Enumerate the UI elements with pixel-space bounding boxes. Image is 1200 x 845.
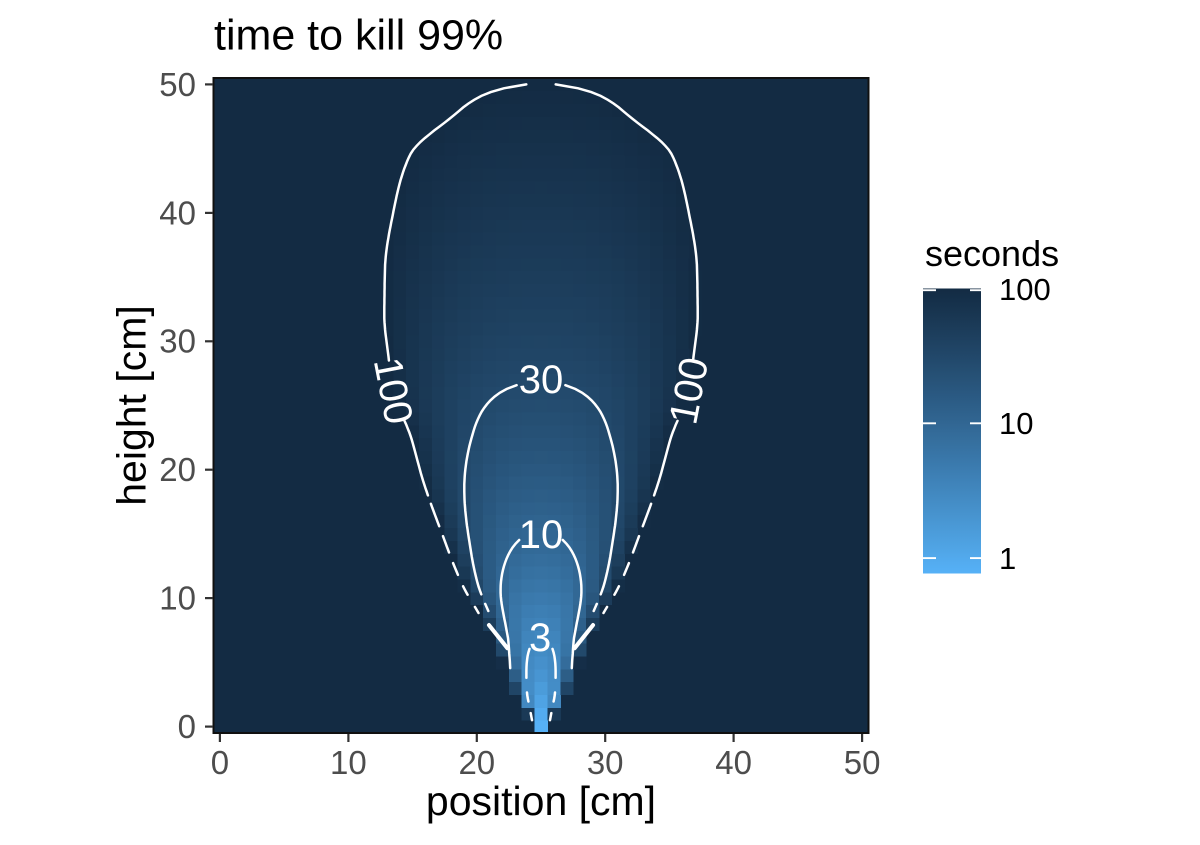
svg-text:30: 30	[587, 744, 624, 781]
svg-text:50: 50	[159, 66, 196, 103]
svg-text:40: 40	[159, 194, 196, 231]
svg-text:10: 10	[999, 406, 1033, 441]
svg-text:10: 10	[519, 513, 564, 557]
svg-text:0: 0	[211, 744, 229, 781]
svg-text:10: 10	[159, 580, 196, 617]
svg-text:seconds: seconds	[925, 233, 1059, 274]
svg-text:30: 30	[159, 323, 196, 360]
svg-text:20: 20	[458, 744, 495, 781]
svg-text:40: 40	[715, 744, 752, 781]
svg-text:10: 10	[330, 744, 367, 781]
svg-text:100: 100	[999, 272, 1051, 307]
svg-text:position [cm]: position [cm]	[426, 778, 656, 824]
svg-text:50: 50	[844, 744, 881, 781]
svg-text:30: 30	[519, 358, 564, 402]
svg-text:height [cm]: height [cm]	[109, 305, 155, 506]
svg-text:0: 0	[178, 708, 196, 745]
svg-text:1: 1	[999, 541, 1016, 576]
svg-text:20: 20	[159, 451, 196, 488]
svg-text:time to kill 99%: time to kill 99%	[214, 12, 503, 60]
svg-text:3: 3	[529, 616, 551, 660]
